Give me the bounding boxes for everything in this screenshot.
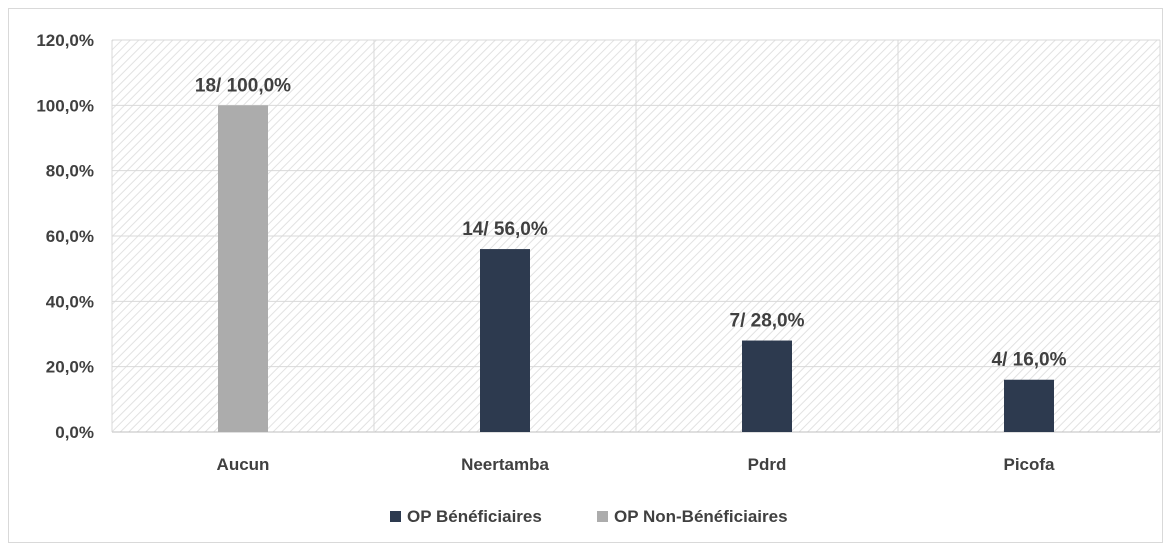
bars bbox=[218, 105, 1054, 432]
y-tick-label: 20,0% bbox=[46, 358, 94, 377]
y-tick-label: 0,0% bbox=[55, 423, 94, 442]
bar bbox=[480, 249, 530, 432]
data-label: 18/ 100,0% bbox=[195, 75, 291, 96]
data-label: 14/ 56,0% bbox=[462, 219, 548, 240]
x-tick-label: Pdrd bbox=[748, 455, 787, 474]
bar bbox=[742, 340, 792, 432]
y-tick-label: 40,0% bbox=[46, 292, 94, 311]
bar bbox=[1004, 379, 1054, 432]
y-tick-label: 80,0% bbox=[46, 162, 94, 181]
data-labels: 18/ 100,0% 14/ 56,0% 7/ 28,0% 4/ 16,0% bbox=[195, 75, 1067, 370]
x-tick-label: Aucun bbox=[217, 455, 270, 474]
bar bbox=[218, 105, 268, 432]
data-label: 4/ 16,0% bbox=[992, 350, 1067, 371]
x-tick-label: Picofa bbox=[1003, 455, 1055, 474]
data-label: 7/ 28,0% bbox=[730, 311, 805, 332]
legend-swatch bbox=[390, 511, 401, 522]
y-tick-label: 120,0% bbox=[36, 31, 94, 50]
legend-swatch bbox=[597, 511, 608, 522]
x-axis-categories: Aucun Neertamba Pdrd Picofa bbox=[217, 455, 1055, 474]
x-tick-label: Neertamba bbox=[461, 455, 549, 474]
y-tick-label: 60,0% bbox=[46, 227, 94, 246]
y-tick-label: 100,0% bbox=[36, 96, 94, 115]
legend-label: OP Non-Bénéficiaires bbox=[614, 507, 788, 526]
legend: OP Bénéficiaires OP Non-Bénéficiaires bbox=[390, 507, 788, 526]
gridlines bbox=[111, 39, 1161, 433]
legend-label: OP Bénéficiaires bbox=[407, 507, 542, 526]
y-axis-ticks: 0,0% 20,0% 40,0% 60,0% 80,0% 100,0% 120,0% bbox=[36, 31, 94, 442]
